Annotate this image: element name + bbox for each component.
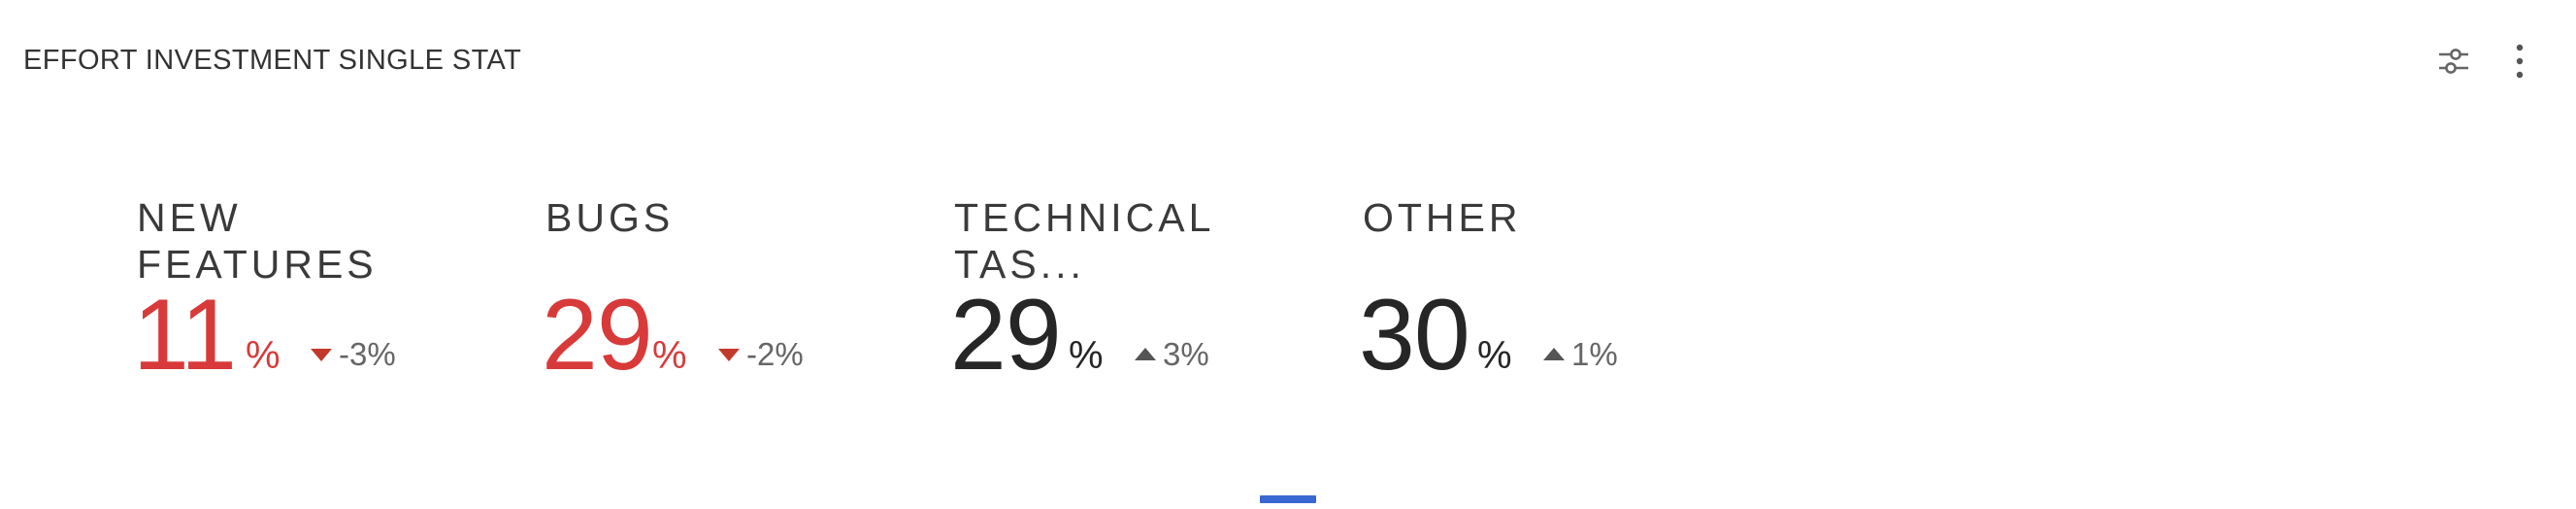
more-options-button[interactable]	[2498, 37, 2541, 85]
page-indicator[interactable]	[1260, 495, 1316, 503]
stat-delta: 1%	[1542, 335, 1618, 374]
sliders-icon	[2439, 49, 2468, 74]
stat-value: 29	[542, 279, 653, 391]
stat-bugs[interactable]: BUGS 29 % -2%	[542, 194, 934, 391]
stat-unit: %	[1477, 334, 1512, 377]
stat-label: OTHER	[1363, 195, 1522, 240]
panel-tools	[2421, 37, 2576, 85]
stat-delta-text: 1%	[1571, 336, 1618, 372]
vertical-dots-icon	[2516, 44, 2524, 79]
stat-unit: %	[1069, 334, 1104, 377]
stat-new-features[interactable]: NEW FEATURES 11 % -3%	[133, 194, 525, 389]
stat-label: TECHNICAL TAS...	[954, 195, 1213, 287]
stat-label: NEW FEATURES	[137, 195, 378, 287]
trend-down-icon	[718, 349, 740, 361]
trend-down-icon	[311, 349, 332, 361]
panel-header: EFFORT INVESTMENT SINGLE STAT	[0, 0, 2576, 107]
stat-delta-text: -3%	[339, 336, 396, 372]
stat-delta: -2%	[717, 335, 804, 374]
stat-unit: %	[652, 334, 687, 377]
stat-value: 30	[1359, 279, 1470, 391]
trend-up-icon	[1135, 348, 1156, 360]
stat-delta: -3%	[310, 335, 396, 374]
trend-up-icon	[1543, 348, 1565, 360]
stat-delta-text: -2%	[746, 336, 804, 372]
stat-label: BUGS	[545, 195, 675, 240]
stat-delta-text: 3%	[1163, 336, 1209, 372]
filter-button[interactable]	[2428, 37, 2479, 85]
stat-technical-tasks[interactable]: TECHNICAL TAS... 29 % 3%	[950, 194, 1342, 389]
stat-value: 29	[950, 279, 1062, 391]
stat-delta: 3%	[1134, 335, 1209, 374]
stat-other[interactable]: OTHER 30 % 1%	[1359, 194, 1751, 389]
stat-value: 11	[133, 279, 237, 391]
stat-unit: %	[246, 334, 281, 377]
panel-title: EFFORT INVESTMENT SINGLE STAT	[23, 45, 522, 76]
